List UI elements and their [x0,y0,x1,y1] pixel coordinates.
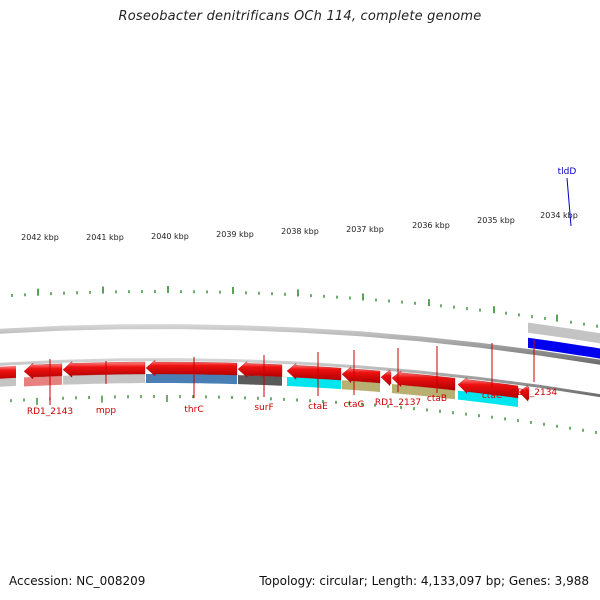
gene-label: surF [254,403,273,413]
forward-cog-gray [528,322,600,344]
gene-cog-bar [0,377,16,387]
gene-arrow [391,370,456,391]
gene-label: ctaC [482,391,502,401]
gene-cog-bar [24,375,62,387]
tick-label: 2040 kbp [151,232,189,241]
label-layer: RD1_2143 mpp thrC surF ctaE ctaG RD1_2137 ctaB c… [27,167,577,417]
backbone-inner [0,358,600,398]
gene-cog-bar [63,374,145,385]
gene-arrow [23,362,63,380]
gene-label: mpp [96,406,116,416]
gene-cog-bar [238,375,282,386]
cog-layer [0,322,600,407]
accession-text: Accession: NC_008209 [9,574,146,588]
gene-label: thrC [184,405,203,415]
gene-layer [0,337,600,402]
gene-leader-line [566,177,572,227]
tick-label: 2039 kbp [216,230,254,239]
gene-arrow [341,366,381,384]
gene-arrow [518,384,530,402]
gene-cog-bar [342,380,380,393]
gene-cog-bar [146,374,237,385]
gene-label: ctaG [344,400,365,410]
gene-cog-bar [287,377,341,390]
tick-label: 2035 kbp [477,216,515,225]
gene-arrow [286,363,342,381]
tick-layer: 2042 kbp 2041 kbp 2040 kbp 2039 kbp 2038 kbp… [10,211,598,434]
gene-label: ctaB [427,394,447,404]
gene-arrow [0,365,16,379]
gene-arrow [380,369,392,387]
genome-summary-text: Topology: circular; Length: 4,133,097 bp… [259,574,589,588]
tick-label: 2034 kbp [540,211,578,220]
gene-cog-bar [392,384,455,400]
tick-label: 2037 kbp [346,225,384,234]
gene-label: RD1_2134 [511,388,558,398]
gene-cog-bar [458,390,518,407]
gene-label: RD1_2143 [27,407,73,417]
backbone-layer [0,324,600,398]
gene-arrow [457,377,519,399]
gene-label: RD1_2137 [375,398,421,408]
forward-gene-bar [528,337,600,359]
tick-label: 2036 kbp [412,221,450,230]
gene-label: tldD [558,167,577,177]
tick-label: 2038 kbp [281,227,319,236]
tick-label: 2042 kbp [21,233,59,242]
gene-arrow [237,361,283,378]
page-title: Roseobacter denitrificans OCh 114, compl… [118,9,482,24]
gene-label: ctaE [308,402,328,412]
backbone-outer [0,324,600,365]
tick-label: 2041 kbp [86,233,124,242]
gene-arrow [62,361,146,378]
gene-arrow [145,359,238,377]
